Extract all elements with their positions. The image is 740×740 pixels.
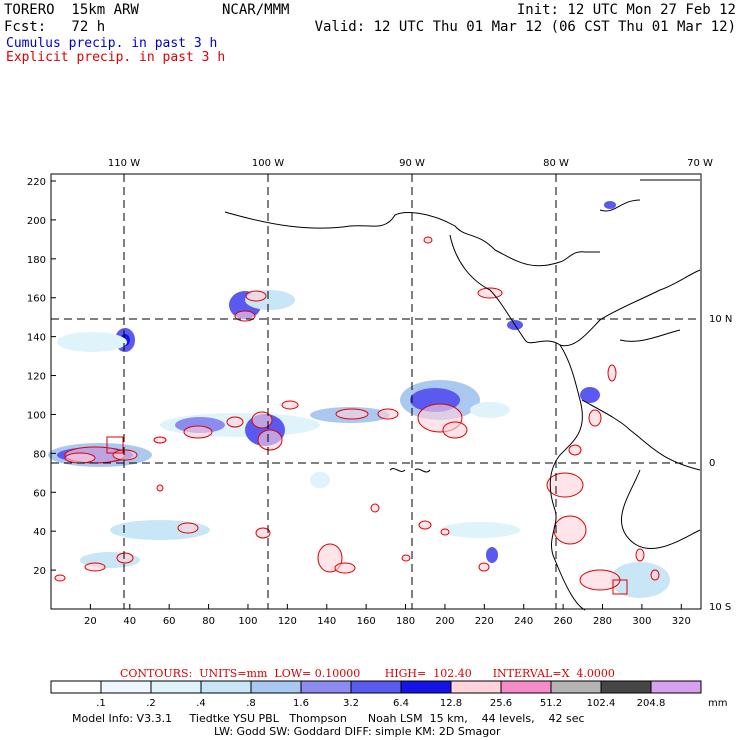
y-tick-label: 160 xyxy=(27,294,46,305)
contour-note: CONTOURS: UNITS=mm LOW= 0.10000 HIGH= 10… xyxy=(120,667,615,680)
forecast-hour: Fcst: 72 h xyxy=(4,19,106,35)
map-frame xyxy=(50,173,702,610)
lat-label: 10 S xyxy=(709,602,731,613)
lon-label: 80 W xyxy=(543,158,569,169)
colorbar-swatch xyxy=(250,680,302,694)
marker-box xyxy=(106,436,124,454)
y-tick-label: 80 xyxy=(33,449,46,460)
colorbar-swatch xyxy=(600,680,652,694)
init-time: Init: 12 UTC Mon 27 Feb 12 xyxy=(516,2,736,18)
valid-time: Valid: 12 UTC Thu 01 Mar 12 (06 CST Thu … xyxy=(314,19,736,35)
x-tick-label: 100 xyxy=(238,616,257,627)
colorbar-label: 1.6 xyxy=(293,698,309,709)
colorbar: .1 .2 .4 .8 1.6 3.2 6.4 12.8 25.6 51.2 102.4 204.8 xyxy=(50,680,702,709)
model-info-line1: Model Info: V3.3.1 Tiedtke YSU PBL Thomp… xyxy=(72,712,585,725)
y-tick-label: 200 xyxy=(27,216,46,227)
colorbar-label: 12.8 xyxy=(440,698,462,709)
colorbar-label: 204.8 xyxy=(637,698,666,709)
marker-box xyxy=(612,579,628,595)
lon-label: 90 W xyxy=(399,158,425,169)
x-tick-label: 280 xyxy=(593,616,612,627)
lat-label: 0 xyxy=(709,458,715,469)
colorbar-label: .4 xyxy=(196,698,206,709)
y-tick-label: 180 xyxy=(27,255,46,266)
y-tick-label: 40 xyxy=(33,527,46,538)
colorbar-unit: mm xyxy=(708,698,727,709)
colorbar-swatch xyxy=(450,680,502,694)
colorbar-swatch xyxy=(200,680,252,694)
colorbar-label: 25.6 xyxy=(490,698,512,709)
colorbar-label: .1 xyxy=(96,698,106,709)
colorbar-swatch xyxy=(150,680,202,694)
x-tick-label: 60 xyxy=(163,616,176,627)
x-tick-label: 300 xyxy=(632,616,651,627)
x-tick-label: 20 xyxy=(84,616,97,627)
cumulus-legend: Cumulus precip. in past 3 h xyxy=(6,36,218,51)
lon-label: 100 W xyxy=(252,158,284,169)
colorbar-swatch xyxy=(50,680,102,694)
model-title: TORERO 15km ARW xyxy=(4,2,139,18)
center-label: NCAR/MMM xyxy=(222,2,290,18)
explicit-legend: Explicit precip. in past 3 h xyxy=(6,50,226,65)
y-tick-label: 140 xyxy=(27,333,46,344)
lat-label: 10 N xyxy=(709,314,732,325)
x-tick-label: 40 xyxy=(123,616,136,627)
x-tick-label: 120 xyxy=(278,616,297,627)
x-tick-label: 200 xyxy=(435,616,454,627)
lon-label: 110 W xyxy=(108,158,140,169)
x-tick-label: 240 xyxy=(514,616,533,627)
colorbar-label: 102.4 xyxy=(587,698,616,709)
y-tick-label: 220 xyxy=(27,177,46,188)
colorbar-swatch xyxy=(100,680,152,694)
y-tick-label: 120 xyxy=(27,372,46,383)
x-tick-label: 80 xyxy=(202,616,215,627)
colorbar-label: .8 xyxy=(246,698,256,709)
colorbar-label: 6.4 xyxy=(393,698,409,709)
x-tick-label: 320 xyxy=(672,616,691,627)
x-tick-label: 180 xyxy=(396,616,415,627)
x-tick-label: 260 xyxy=(554,616,573,627)
colorbar-swatch xyxy=(500,680,552,694)
lat-lon-grid xyxy=(51,174,701,609)
y-tick-label: 60 xyxy=(33,488,46,499)
x-tick-label: 140 xyxy=(317,616,336,627)
lon-label: 70 W xyxy=(687,158,713,169)
colorbar-label: .2 xyxy=(146,698,156,709)
colorbar-swatch xyxy=(550,680,602,694)
y-tick-label: 100 xyxy=(27,410,46,421)
x-tick-label: 220 xyxy=(475,616,494,627)
colorbar-swatch xyxy=(400,680,452,694)
colorbar-swatch xyxy=(650,680,702,694)
colorbar-label: 51.2 xyxy=(540,698,562,709)
model-info-line2: LW: Godd SW: Goddard DIFF: simple KM: 2D… xyxy=(214,725,501,738)
colorbar-swatch xyxy=(350,680,402,694)
explicit-precip-contours xyxy=(54,236,660,591)
coastlines xyxy=(224,179,701,611)
x-tick-label: 160 xyxy=(357,616,376,627)
y-tick-label: 20 xyxy=(33,566,46,577)
colorbar-swatch xyxy=(300,680,352,694)
colorbar-label: 3.2 xyxy=(343,698,359,709)
